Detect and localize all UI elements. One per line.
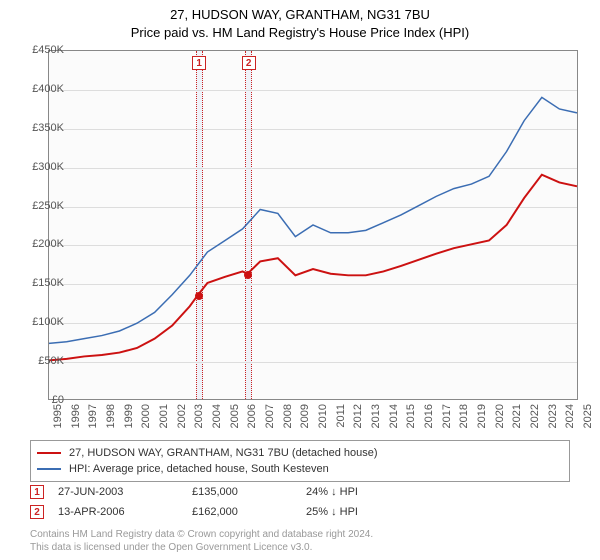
xtick-label: 2007 — [264, 404, 276, 428]
xtick-label: 2022 — [529, 404, 541, 428]
xtick-label: 2025 — [582, 404, 594, 428]
legend-row-property: 27, HUDSON WAY, GRANTHAM, NG31 7BU (deta… — [37, 445, 563, 461]
sale-index-box: 2 — [30, 505, 44, 519]
footnote: Contains HM Land Registry data © Crown c… — [30, 528, 570, 554]
ytick-label: £400K — [4, 83, 64, 95]
ytick-label: £250K — [4, 200, 64, 212]
chart-container: 27, HUDSON WAY, GRANTHAM, NG31 7BU Price… — [0, 0, 600, 560]
sales-row: 1 27-JUN-2003 £135,000 24% ↓ HPI — [30, 482, 570, 502]
ytick-label: £150K — [4, 277, 64, 289]
xtick-label: 1995 — [52, 404, 64, 428]
xtick-label: 1999 — [123, 404, 135, 428]
legend-label-hpi: HPI: Average price, detached house, Sout… — [69, 463, 329, 475]
xtick-label: 2012 — [352, 404, 364, 428]
ytick-label: £350K — [4, 122, 64, 134]
band-label-box: 1 — [192, 56, 206, 70]
sale-date: 13-APR-2006 — [58, 506, 178, 518]
series-line-property — [49, 175, 577, 361]
series-line-hpi — [49, 97, 577, 343]
xtick-label: 2006 — [246, 404, 258, 428]
ytick-label: £300K — [4, 161, 64, 173]
sale-delta: 25% ↓ HPI — [306, 506, 426, 518]
xtick-label: 2000 — [140, 404, 152, 428]
xtick-label: 1996 — [70, 404, 82, 428]
ytick-label: £450K — [4, 44, 64, 56]
sale-date: 27-JUN-2003 — [58, 486, 178, 498]
xtick-label: 2018 — [458, 404, 470, 428]
legend-row-hpi: HPI: Average price, detached house, Sout… — [37, 461, 563, 477]
xtick-label: 2014 — [388, 404, 400, 428]
sale-index-box: 1 — [30, 485, 44, 499]
sale-price: £162,000 — [192, 506, 292, 518]
xtick-label: 2019 — [476, 404, 488, 428]
legend: 27, HUDSON WAY, GRANTHAM, NG31 7BU (deta… — [30, 440, 570, 482]
xtick-label: 2015 — [405, 404, 417, 428]
footnote-line2: This data is licensed under the Open Gov… — [30, 541, 570, 554]
title-line1: 27, HUDSON WAY, GRANTHAM, NG31 7BU — [0, 6, 600, 24]
xtick-label: 2001 — [158, 404, 170, 428]
xtick-label: 2003 — [193, 404, 205, 428]
xtick-label: 2024 — [564, 404, 576, 428]
xtick-label: 2021 — [511, 404, 523, 428]
sales-table: 1 27-JUN-2003 £135,000 24% ↓ HPI 2 13-APR-200… — [30, 482, 570, 522]
sales-row: 2 13-APR-2006 £162,000 25% ↓ HPI — [30, 502, 570, 522]
legend-swatch-hpi — [37, 468, 61, 470]
sale-delta: 24% ↓ HPI — [306, 486, 426, 498]
xtick-label: 2004 — [211, 404, 223, 428]
xtick-label: 2005 — [229, 404, 241, 428]
footnote-line1: Contains HM Land Registry data © Crown c… — [30, 528, 570, 541]
xtick-label: 2002 — [176, 404, 188, 428]
xtick-label: 2010 — [317, 404, 329, 428]
xtick-label: 1998 — [105, 404, 117, 428]
series-lines — [49, 51, 577, 399]
sale-marker — [195, 292, 203, 300]
ytick-label: £100K — [4, 316, 64, 328]
title-line2: Price paid vs. HM Land Registry's House … — [0, 24, 600, 42]
xtick-label: 2020 — [494, 404, 506, 428]
xtick-label: 2011 — [335, 404, 347, 428]
xtick-label: 1997 — [87, 404, 99, 428]
xtick-label: 2013 — [370, 404, 382, 428]
xtick-label: 2016 — [423, 404, 435, 428]
ytick-label: £200K — [4, 238, 64, 250]
xtick-label: 2023 — [547, 404, 559, 428]
sale-price: £135,000 — [192, 486, 292, 498]
xtick-label: 2008 — [282, 404, 294, 428]
xtick-label: 2017 — [441, 404, 453, 428]
band-label-box: 2 — [242, 56, 256, 70]
legend-label-property: 27, HUDSON WAY, GRANTHAM, NG31 7BU (deta… — [69, 447, 378, 459]
sale-marker — [244, 271, 252, 279]
xtick-label: 2009 — [299, 404, 311, 428]
chart-plot-area: 12 — [48, 50, 578, 400]
legend-swatch-property — [37, 452, 61, 454]
title-block: 27, HUDSON WAY, GRANTHAM, NG31 7BU Price… — [0, 0, 600, 41]
ytick-label: £50K — [4, 355, 64, 367]
